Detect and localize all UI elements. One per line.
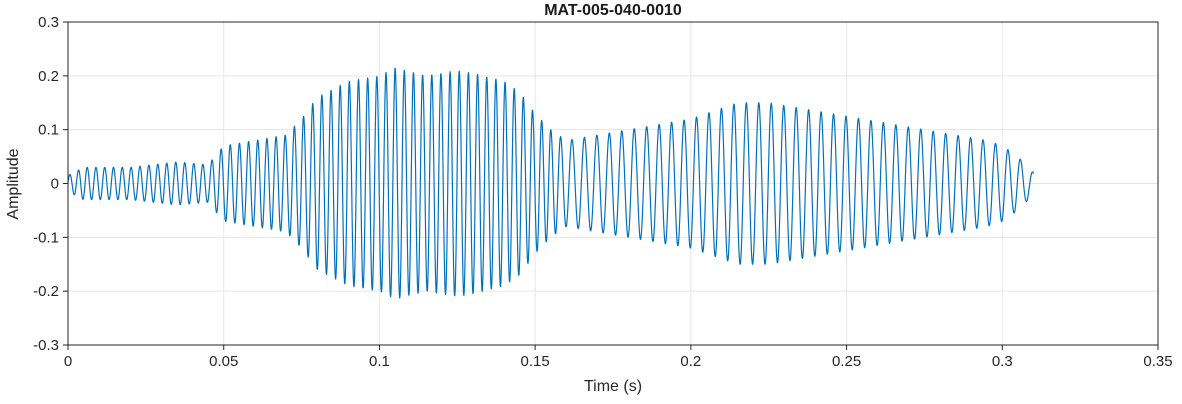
y-tick-label: -0.2 (33, 283, 59, 300)
x-tick-label: 0.1 (369, 353, 390, 370)
y-tick-label: -0.3 (33, 337, 59, 354)
y-tick-label: -0.1 (33, 229, 59, 246)
y-tick-label: 0 (51, 176, 59, 193)
x-tick-label: 0.25 (832, 353, 861, 370)
chart-title: MAT-005-040-0010 (544, 2, 682, 19)
x-tick-label: 0.3 (992, 353, 1013, 370)
y-axis-label: Amplitude (5, 148, 22, 220)
y-tick-label: 0.1 (38, 122, 59, 139)
x-axis-label: Time (s) (583, 378, 643, 395)
y-tick-label: 0.3 (38, 14, 59, 31)
y-tick-label: 0.2 (38, 68, 59, 85)
x-tick-label: 0.15 (521, 353, 550, 370)
waveform-line (67, 67, 1035, 299)
x-tick-label: 0.35 (1143, 353, 1172, 370)
x-tick-label: 0.05 (209, 353, 238, 370)
x-tick-label: 0.2 (680, 353, 701, 370)
x-tick-label: 0 (64, 353, 72, 370)
